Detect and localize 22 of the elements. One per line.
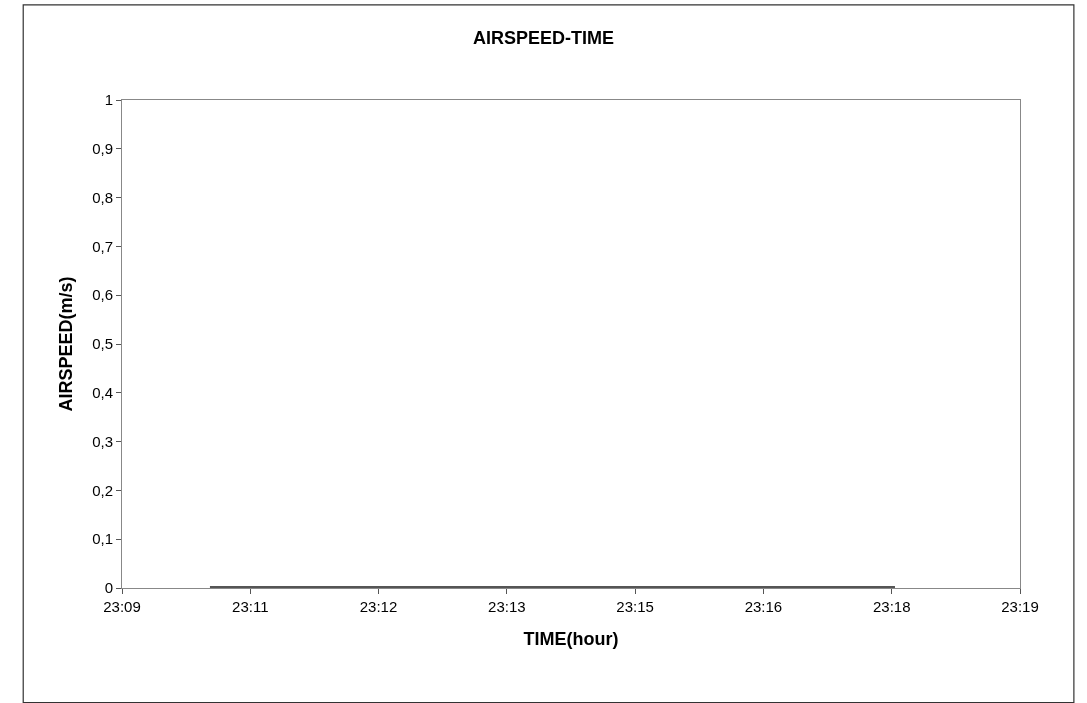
x-tick-label: 23:19	[1001, 598, 1039, 615]
x-tick-label: 23:13	[488, 598, 526, 615]
y-tick-label: 1	[104, 91, 113, 109]
y-tick-label: 0,2	[92, 481, 113, 499]
x-tick-label: 23:18	[872, 598, 911, 615]
x-tick-label: 23:09	[103, 598, 141, 615]
x-axis-title: TIME(hour)	[523, 629, 619, 650]
y-tick-label: 0,6	[92, 286, 113, 304]
y-tick-label: 0,8	[92, 188, 113, 206]
y-tick-label: 0,7	[92, 237, 113, 255]
x-tick-label: 23:12	[359, 598, 398, 615]
y-axis-title: AIRSPEED(m/s)	[56, 276, 77, 412]
y-tick-label: 0,3	[92, 432, 113, 450]
x-tick-label: 23:16	[744, 598, 783, 615]
y-tick-label: 0,9	[92, 140, 113, 158]
x-tick-label: 23:15	[616, 598, 654, 615]
y-tick-label: 0,4	[92, 384, 113, 402]
y-tick-label: 0,1	[92, 530, 113, 548]
y-tick-label: 0,5	[92, 335, 113, 353]
x-tick-label: 23:11	[232, 598, 269, 615]
y-tick-label: 0	[104, 579, 113, 597]
chart-title: AIRSPEED-TIME	[472, 28, 615, 49]
